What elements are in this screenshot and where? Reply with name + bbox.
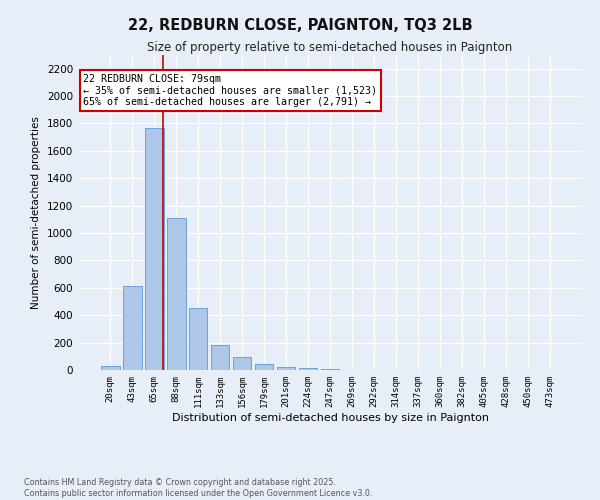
- Text: 22, REDBURN CLOSE, PAIGNTON, TQ3 2LB: 22, REDBURN CLOSE, PAIGNTON, TQ3 2LB: [128, 18, 472, 32]
- Text: Contains HM Land Registry data © Crown copyright and database right 2025.
Contai: Contains HM Land Registry data © Crown c…: [24, 478, 373, 498]
- Bar: [211, 346, 229, 370]
- Text: 22 REDBURN CLOSE: 79sqm
← 35% of semi-detached houses are smaller (1,523)
65% of: 22 REDBURN CLOSE: 79sqm ← 35% of semi-de…: [83, 74, 377, 107]
- Bar: [101, 366, 119, 370]
- X-axis label: Distribution of semi-detached houses by size in Paignton: Distribution of semi-detached houses by …: [172, 412, 488, 422]
- Title: Size of property relative to semi-detached houses in Paignton: Size of property relative to semi-detach…: [148, 41, 512, 54]
- Bar: [145, 128, 164, 370]
- Bar: [233, 357, 251, 370]
- Y-axis label: Number of semi-detached properties: Number of semi-detached properties: [31, 116, 41, 309]
- Bar: [277, 366, 295, 370]
- Bar: [255, 364, 274, 370]
- Bar: [320, 369, 340, 370]
- Bar: [167, 218, 185, 370]
- Bar: [123, 286, 142, 370]
- Bar: [189, 308, 208, 370]
- Bar: [299, 368, 317, 370]
